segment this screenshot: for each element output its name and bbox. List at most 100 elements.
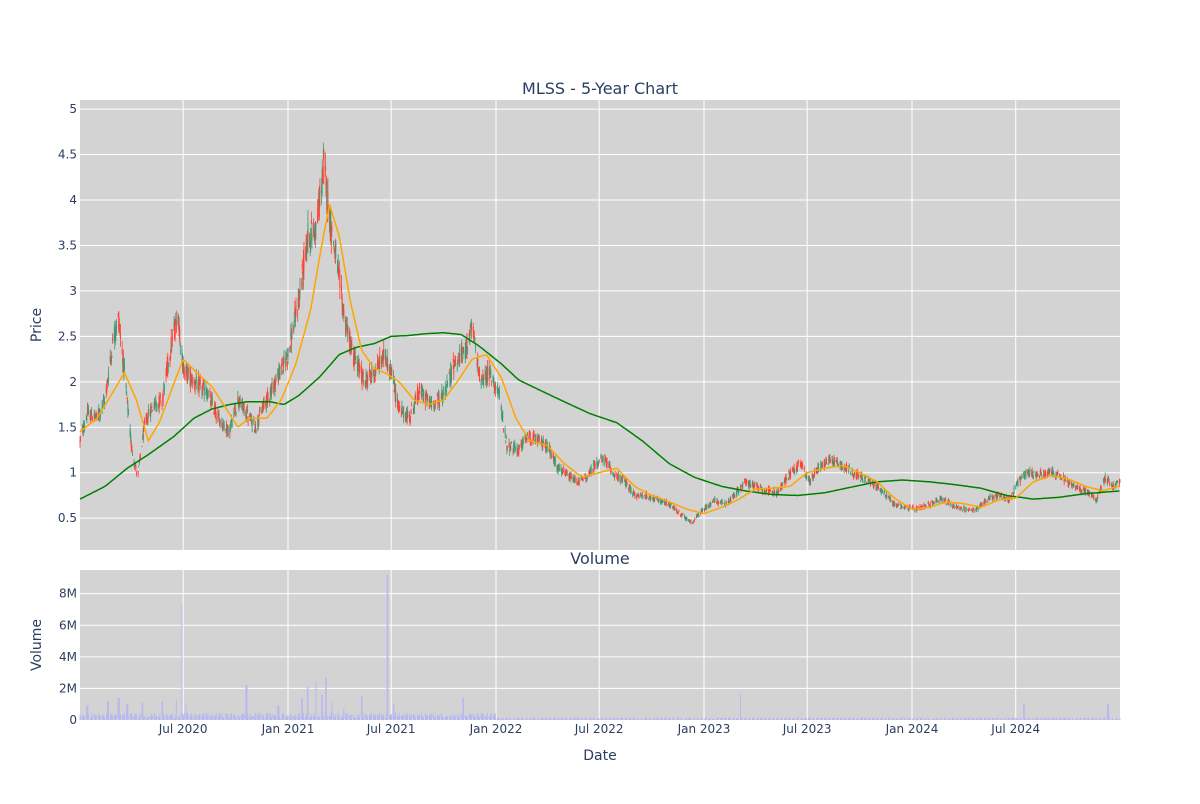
- candle-body: [171, 335, 173, 341]
- candle-body: [967, 509, 969, 511]
- candle-body: [371, 368, 373, 377]
- candle-body: [513, 444, 515, 453]
- candle-body: [633, 493, 635, 495]
- candle-body: [652, 498, 654, 502]
- candle-body: [584, 475, 586, 479]
- candle-body: [809, 481, 811, 484]
- candle-body: [814, 471, 816, 477]
- candle-body: [321, 186, 323, 195]
- candle-body: [779, 489, 781, 491]
- candle-body: [438, 396, 440, 403]
- candle-body: [636, 494, 638, 496]
- candle-body: [490, 380, 492, 382]
- candle-body: [1027, 470, 1029, 475]
- candle-body: [298, 297, 300, 301]
- candle-body: [1053, 473, 1055, 475]
- candle-body: [1104, 475, 1106, 479]
- candle-body: [548, 446, 550, 451]
- candle-body: [1052, 470, 1054, 472]
- candle-body: [183, 367, 185, 375]
- candle-body: [374, 371, 376, 376]
- candle-body: [372, 369, 374, 377]
- candle-body: [977, 507, 979, 509]
- candle-body: [88, 409, 90, 414]
- candle-body: [473, 337, 475, 341]
- candle-body: [401, 405, 403, 408]
- candle-body: [681, 514, 683, 517]
- candle-body: [218, 415, 220, 417]
- candle-body: [226, 428, 228, 429]
- candle-body: [812, 475, 814, 479]
- candle-body: [441, 393, 443, 401]
- candle-body: [293, 326, 295, 332]
- candle-body: [94, 414, 96, 416]
- candle-body: [586, 478, 588, 481]
- candle-body: [514, 447, 516, 449]
- candle-body: [855, 472, 857, 478]
- candle-body: [872, 483, 874, 487]
- candle-body: [544, 446, 546, 448]
- candle-body: [937, 501, 939, 503]
- candle-body: [542, 445, 544, 448]
- candle-body: [362, 371, 364, 376]
- candle-body: [989, 496, 991, 499]
- candle-body: [107, 380, 109, 382]
- candle-body: [150, 407, 152, 413]
- candle-body: [534, 434, 536, 445]
- candle-body: [1000, 495, 1002, 496]
- candle-body: [534, 440, 536, 442]
- candle-body: [118, 324, 120, 327]
- candle-body: [187, 368, 189, 381]
- candle-body: [146, 422, 148, 424]
- candle-body: [396, 397, 398, 403]
- candle-body: [637, 494, 639, 496]
- candle-body: [205, 386, 207, 395]
- price-y-axis-title: Price: [29, 308, 45, 342]
- candle-body: [404, 415, 406, 420]
- candle-body: [1049, 470, 1051, 473]
- candle-body: [158, 402, 160, 404]
- candle-body: [608, 464, 610, 466]
- date-x-tick-label: Jan 2023: [677, 722, 731, 736]
- candle-body: [102, 399, 104, 401]
- candle-body: [704, 506, 706, 508]
- candle-body: [337, 260, 339, 266]
- candle-body: [653, 499, 655, 502]
- candle-body: [972, 508, 974, 511]
- candle-body: [109, 355, 111, 362]
- candle-body: [209, 402, 211, 404]
- candle-body: [748, 480, 750, 486]
- candle-body: [833, 460, 835, 465]
- candle-body: [764, 490, 766, 494]
- candle-body: [486, 369, 488, 383]
- volume-y-tick-label: 0: [69, 713, 77, 727]
- candle-body: [448, 372, 450, 374]
- candle-body: [933, 502, 935, 504]
- candle-body: [634, 494, 636, 499]
- candle-body: [474, 338, 476, 340]
- candle-body: [1032, 475, 1034, 478]
- candle-body: [939, 498, 941, 502]
- candle-body: [961, 507, 963, 508]
- candle-body: [414, 405, 416, 409]
- candle-body: [417, 388, 419, 402]
- candle-body: [841, 468, 843, 470]
- candle-body: [190, 373, 192, 386]
- candle-body: [793, 466, 795, 473]
- candle-body: [863, 481, 865, 483]
- candle-body: [556, 466, 558, 470]
- candle-body: [239, 396, 241, 407]
- candle-body: [1108, 481, 1110, 483]
- candle-body: [235, 408, 237, 413]
- candle-body: [310, 228, 312, 245]
- candle-body: [536, 438, 538, 440]
- candle-body: [712, 499, 714, 502]
- candle-body: [802, 465, 804, 467]
- candle-body: [386, 366, 388, 368]
- candle-body: [673, 507, 675, 509]
- candle-body: [234, 410, 236, 416]
- candle-body: [525, 434, 527, 442]
- candle-body: [283, 357, 285, 361]
- candle-body: [341, 296, 343, 306]
- date-x-tick-label: Jul 2020: [158, 722, 208, 736]
